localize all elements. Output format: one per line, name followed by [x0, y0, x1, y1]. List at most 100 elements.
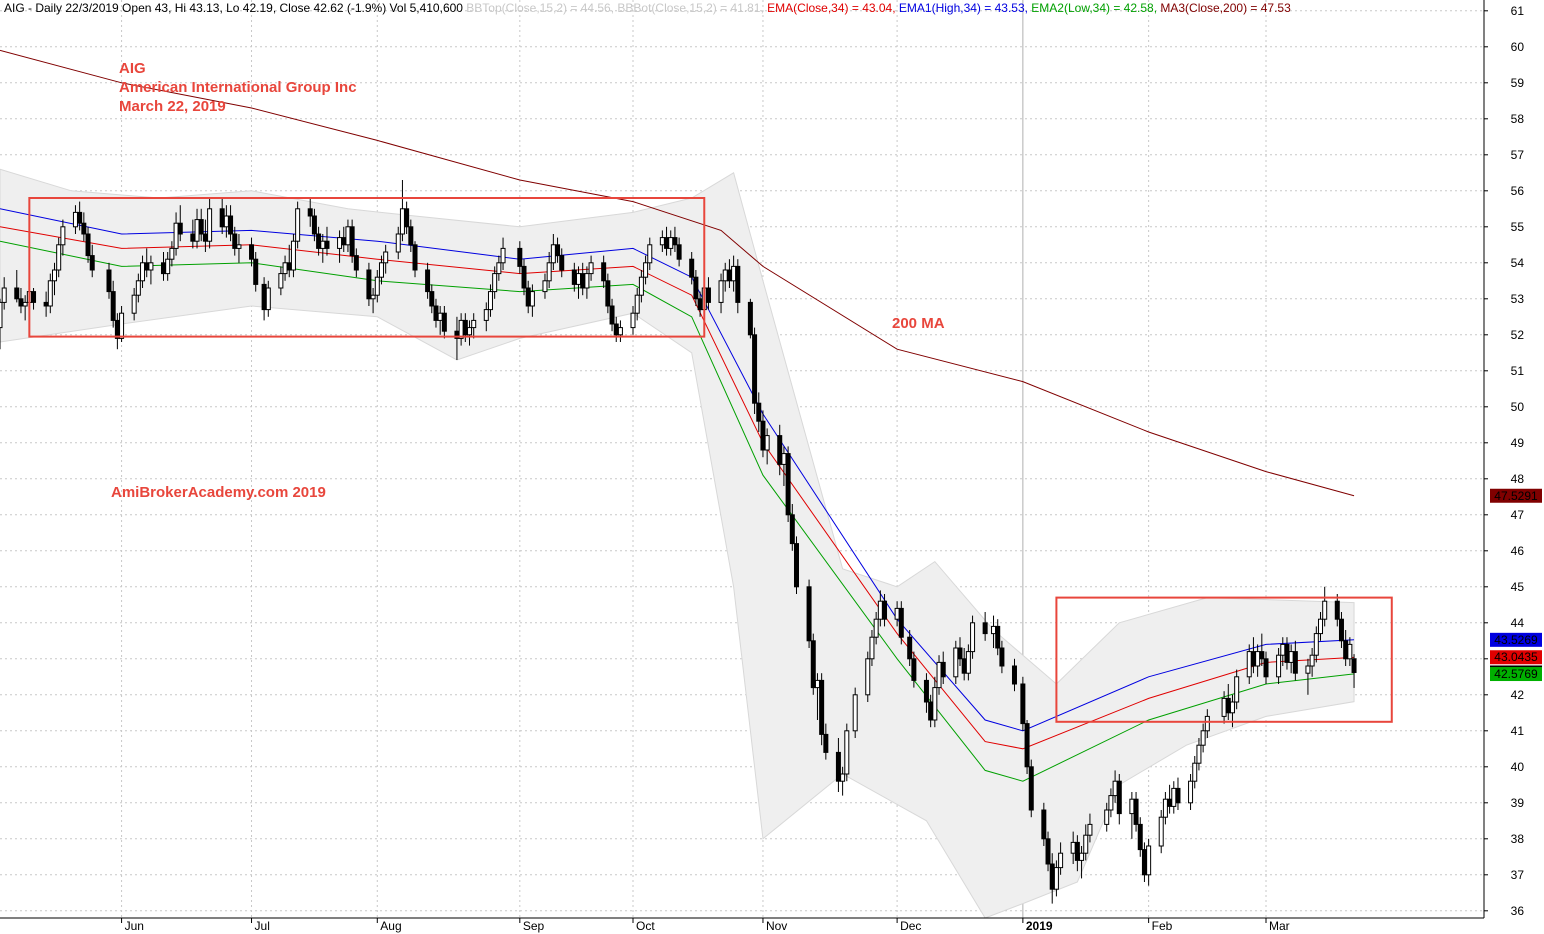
candle-body [483, 309, 489, 321]
ema-high-line [0, 208, 1355, 732]
candle-body [1280, 643, 1286, 656]
header-segment: MA3(Close,200) = 47.53 [1160, 1, 1291, 15]
candle-body [1141, 849, 1147, 876]
price-label-box [1490, 650, 1542, 665]
candle-body [1318, 618, 1324, 635]
chart-header: AIG - Daily 22/3/2019 Open 43, Hi 43.13,… [4, 1, 1291, 15]
candle-body [429, 291, 435, 307]
candle-body [865, 658, 871, 696]
candle-body [462, 319, 468, 336]
candle-body [425, 269, 431, 293]
candle-body [580, 273, 586, 289]
candle-body [492, 273, 498, 293]
candle-body [936, 661, 942, 689]
candle-body [898, 607, 904, 638]
candle-body [370, 294, 376, 300]
candle-body [638, 276, 644, 296]
y-tick-label: 55 [1511, 220, 1525, 234]
candle-body [617, 327, 623, 336]
candle-body [106, 269, 112, 293]
candle-body [1116, 780, 1122, 815]
candle-body [232, 233, 238, 249]
candle-body [202, 233, 208, 242]
candle-body [852, 694, 858, 732]
candle-body [295, 208, 301, 242]
candle-body [441, 312, 447, 332]
candle-body [1246, 651, 1252, 678]
candle-body [1162, 798, 1168, 818]
candle-body [249, 244, 255, 260]
candle-body [1255, 651, 1261, 667]
candle-body [169, 247, 175, 260]
candle-body [265, 287, 271, 311]
candle-body [1338, 618, 1344, 642]
ema-close-line [0, 226, 1355, 750]
candle-body [236, 244, 242, 249]
y-tick-label: 47 [1511, 508, 1525, 522]
bollinger-band-fill [0, 168, 1355, 919]
price-label-box [1490, 667, 1542, 682]
candle-body [81, 222, 87, 235]
candle-body [177, 222, 183, 235]
candle-body [1070, 841, 1076, 854]
candle-body [496, 262, 502, 275]
candle-body [500, 247, 506, 264]
candle-body [337, 237, 343, 249]
candle-body [726, 269, 732, 282]
candle-body [647, 244, 653, 264]
candle-body [747, 301, 753, 336]
candle-body [207, 208, 213, 242]
candle-body [793, 543, 799, 588]
candle-body [1158, 816, 1164, 847]
candle-body [517, 247, 523, 267]
price-label-value: 43.5269 [1494, 633, 1538, 647]
header-segment: BBBot(Close,15,2) = 41.81, [617, 1, 767, 15]
x-tick-label: Nov [766, 919, 787, 933]
y-tick-label: 52 [1511, 328, 1525, 342]
candle-body [140, 262, 146, 282]
candle-body [60, 226, 66, 246]
candle-body [1133, 798, 1139, 825]
price-label-value: 43.0435 [1494, 650, 1538, 664]
candle-body [911, 658, 917, 681]
candle-body [907, 636, 913, 660]
y-tick-label: 39 [1511, 796, 1525, 810]
candle-body [1020, 683, 1026, 725]
candle-body [1175, 787, 1181, 804]
candle-body [1250, 651, 1256, 667]
x-tick-label: Aug [380, 919, 401, 933]
candle-body [395, 233, 401, 253]
candle-body [378, 262, 384, 278]
ema-low-line [0, 240, 1355, 782]
header-segment: EMA(Close,34) = 43.04, [767, 1, 899, 15]
candle-body [374, 276, 380, 296]
y-tick-label: 49 [1511, 436, 1525, 450]
consolidation-boxes [28, 197, 1393, 723]
candle-body [1129, 798, 1135, 815]
x-tick-label: Sep [523, 919, 545, 933]
candle-body [320, 240, 326, 249]
x-tick-label: Feb [1152, 919, 1173, 933]
candle-body [1263, 658, 1269, 678]
candle-body [781, 453, 787, 465]
annotation-date: March 22, 2019 [119, 98, 226, 115]
candle-body [72, 211, 78, 228]
candle-body [1049, 863, 1055, 890]
candle-body [219, 208, 225, 228]
candle-body [1146, 845, 1152, 876]
candle-body [664, 237, 670, 249]
candle-body [613, 323, 619, 336]
candle-body [0, 301, 3, 329]
candle-body [286, 262, 292, 271]
candle-body [1196, 744, 1202, 764]
candle-body [1104, 809, 1110, 825]
y-tick-label: 38 [1511, 832, 1525, 846]
candle-body [1108, 795, 1114, 811]
y-tick-label: 61 [1511, 4, 1525, 18]
candle-body [777, 435, 783, 465]
candle-body [760, 420, 766, 451]
x-tick-label: Jun [125, 919, 144, 933]
candle-body [253, 258, 259, 285]
